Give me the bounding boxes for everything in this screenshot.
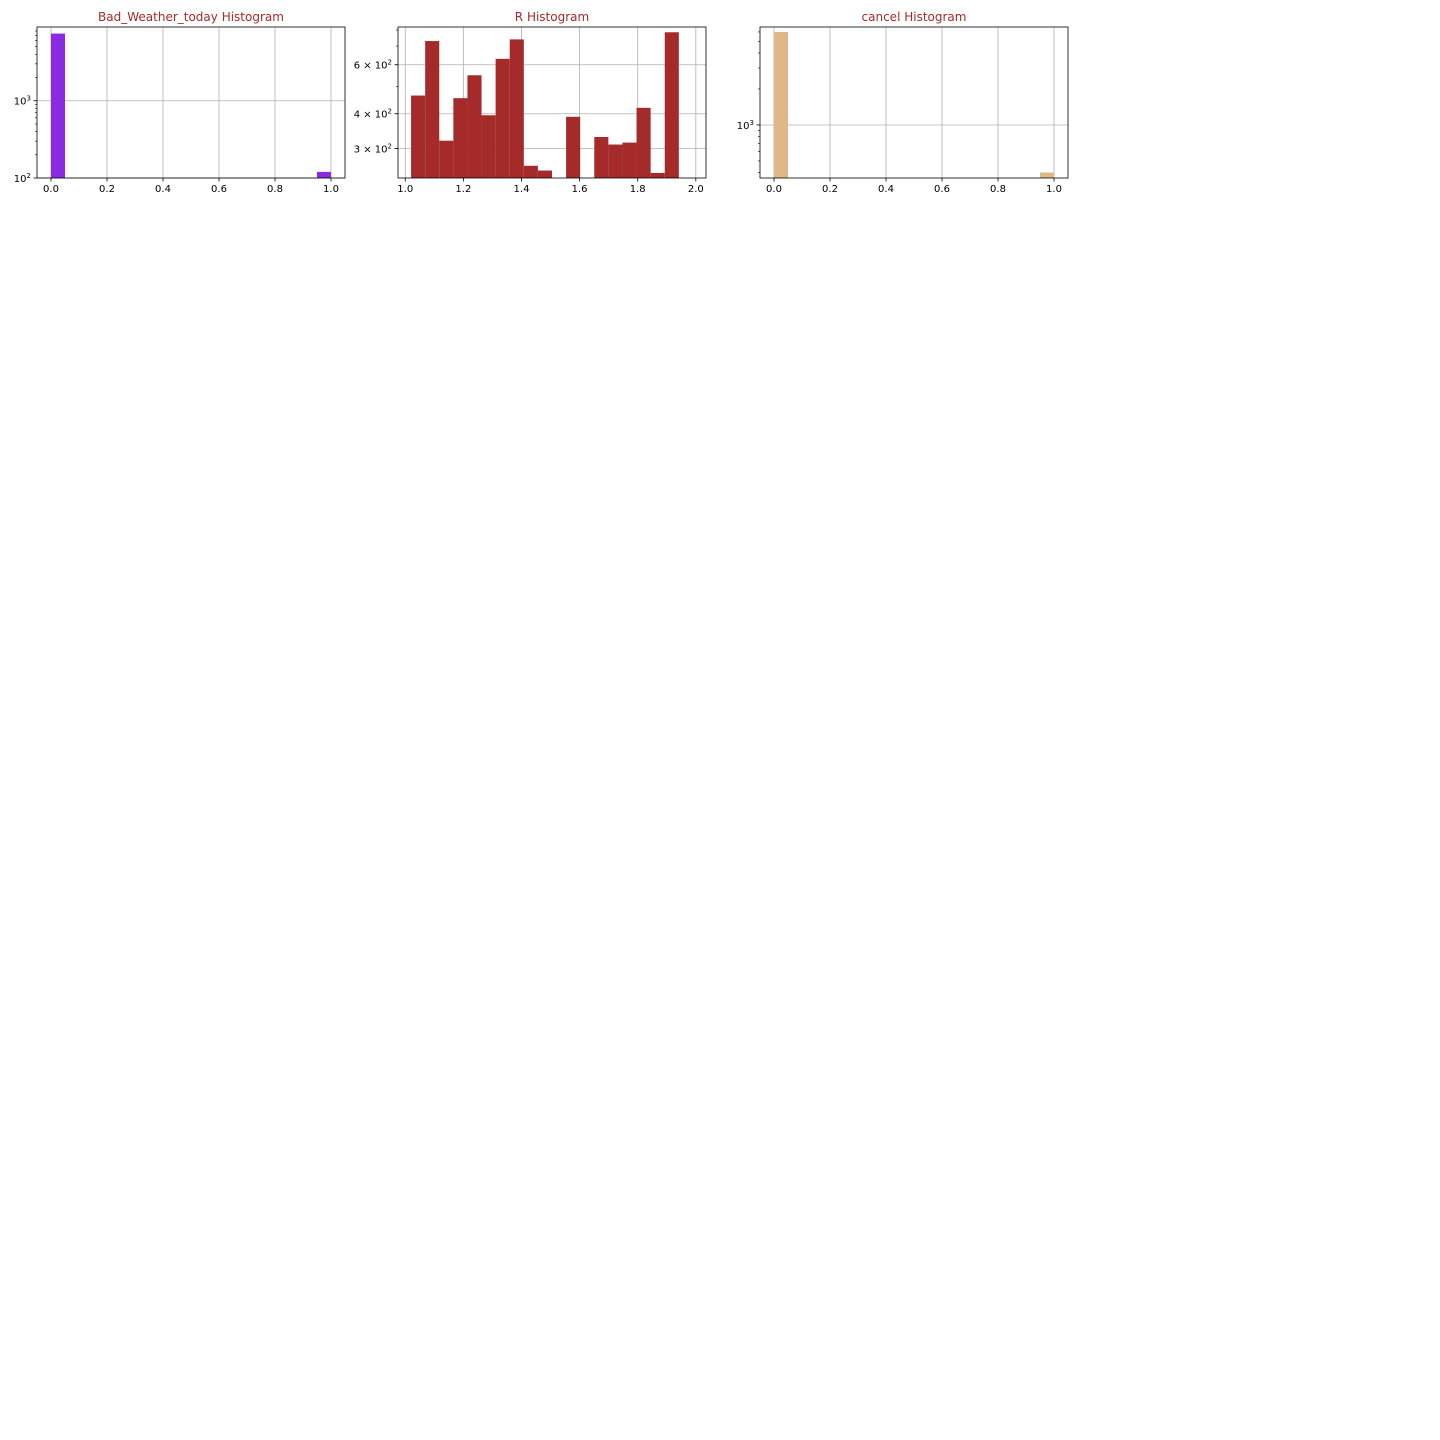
- histogram-bar: [51, 33, 65, 178]
- histogram-bar: [481, 115, 496, 178]
- chart-title: Bad_Weather_today Histogram: [98, 10, 284, 24]
- x-tick-label: 0.4: [155, 184, 171, 195]
- x-tick-label: 0.8: [990, 184, 1006, 195]
- y-tick-label: 3 × 102: [354, 142, 392, 155]
- x-tick-label: 1.0: [1046, 184, 1062, 195]
- x-tick-label: 0.4: [878, 184, 894, 195]
- y-tick-base: 4 × 10: [354, 110, 388, 121]
- y-tick-label: 103: [737, 119, 754, 132]
- x-tick-label: 0.2: [822, 184, 838, 195]
- x-tick-label: 1.8: [630, 184, 646, 195]
- x-tick-label: 0.8: [267, 184, 283, 195]
- x-tick-label: 0.2: [99, 184, 115, 195]
- histogram-bar: [467, 75, 482, 178]
- histogram-bar: [439, 140, 454, 178]
- x-tick-label: 1.0: [323, 184, 339, 195]
- histogram-bar: [509, 39, 524, 178]
- histogram-bar: [537, 170, 552, 178]
- y-tick-exponent: 3: [27, 95, 31, 103]
- y-tick-label: 103: [14, 95, 31, 108]
- x-tick-label: 0.0: [766, 184, 782, 195]
- histogram-cancel: cancel Histogram 0.0 0.2 0.4 0.6 0.8 1.0 103: [737, 10, 1069, 195]
- histogram-bar: [566, 116, 581, 178]
- x-tick-label: 1.4: [514, 184, 530, 195]
- histogram-bar: [317, 171, 331, 178]
- y-tick-base: 10: [14, 174, 27, 185]
- x-tick-label: 1.0: [397, 184, 413, 195]
- axes-frame: [397, 26, 707, 179]
- y-tick-exponent: 3: [750, 119, 754, 127]
- y-tick-exponent: 2: [27, 172, 31, 180]
- y-tick-label: 6 × 102: [354, 59, 392, 72]
- x-tick-label: 0.0: [43, 184, 59, 195]
- x-tick-label: 1.2: [455, 184, 471, 195]
- axes-frame: [759, 26, 1069, 179]
- y-tick-exponent: 2: [388, 142, 392, 150]
- y-tick-exponent: 2: [388, 59, 392, 67]
- y-tick-base: 3 × 10: [354, 144, 388, 155]
- histogram-bar: [650, 172, 665, 178]
- chart-title: cancel Histogram: [862, 10, 967, 24]
- histogram-bar: [411, 95, 426, 178]
- histogram-bar: [523, 165, 538, 178]
- y-tick-base: 6 × 10: [354, 61, 388, 72]
- y-tick-base: 10: [737, 121, 750, 132]
- x-tick-label: 0.6: [211, 184, 227, 195]
- x-tick-label: 2.0: [688, 184, 704, 195]
- axes-frame: [36, 26, 346, 179]
- x-tick-label: 0.6: [934, 184, 950, 195]
- y-tick-exponent: 2: [388, 108, 392, 116]
- histogram-bar: [425, 41, 440, 178]
- histogram-bar: [664, 32, 679, 179]
- y-tick-base: 10: [14, 97, 27, 108]
- y-tick-label: 4 × 102: [354, 108, 392, 121]
- histogram-bar: [636, 107, 651, 178]
- histogram-bad-weather-today: Bad_Weather_today Histogram 0.0 0.2 0.4 0.6 0…: [14, 10, 346, 195]
- y-tick-label: 102: [14, 172, 31, 185]
- histogram-bar: [453, 98, 468, 178]
- chart-title: R Histogram: [515, 10, 589, 24]
- histogram-bar: [622, 142, 637, 178]
- histogram-bar: [495, 58, 510, 178]
- histogram-bar: [594, 136, 609, 178]
- histogram-bar: [608, 144, 623, 178]
- histogram-bar: [1040, 172, 1054, 178]
- histogram-bar: [774, 31, 788, 179]
- x-tick-label: 1.6: [572, 184, 588, 195]
